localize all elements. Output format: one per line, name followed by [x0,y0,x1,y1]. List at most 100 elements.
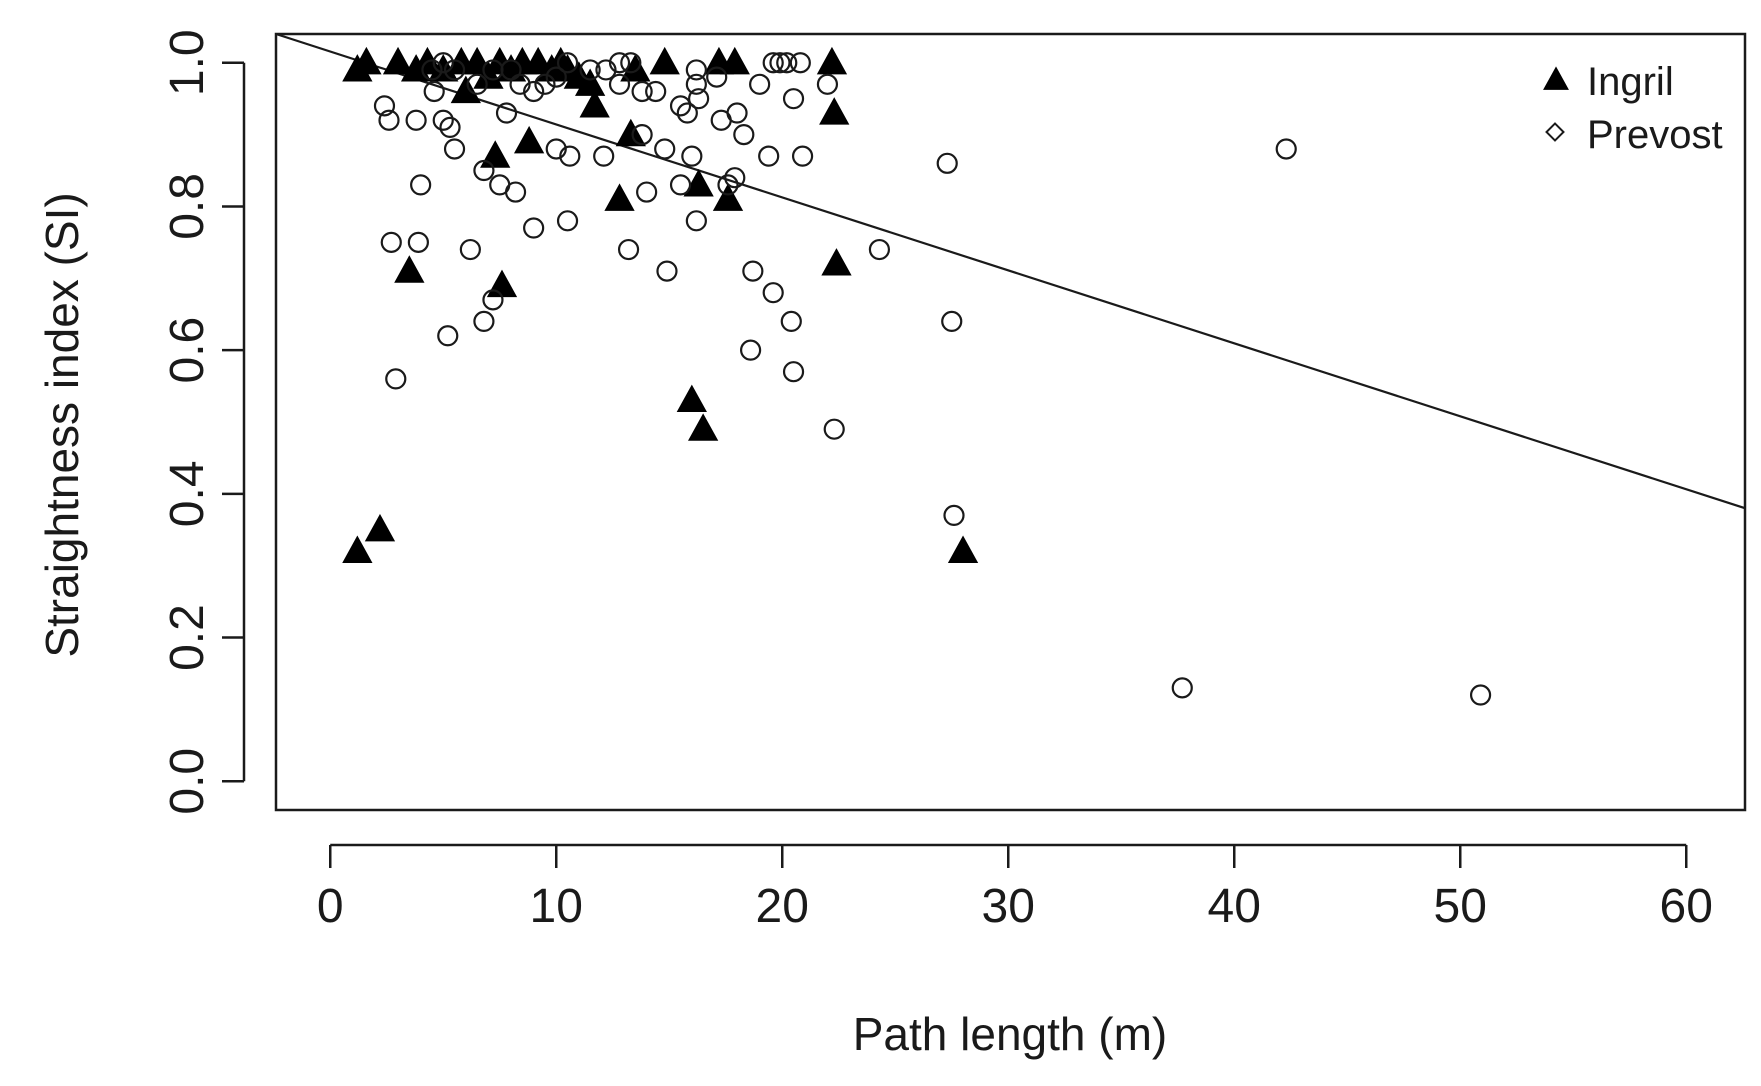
point-prevost [523,217,545,239]
point-prevost [432,109,454,131]
x-tick-label: 30 [982,880,1035,933]
x-tick-label: 0 [317,880,344,933]
point-prevost [776,52,798,74]
point-prevost [733,123,755,146]
point-ingril [364,513,396,542]
point-prevost [437,325,459,347]
point-prevost [385,368,407,390]
point-prevost [559,145,581,167]
point-prevost [482,289,504,311]
point-ingril [687,413,719,441]
point-ingril [719,46,750,75]
point-ingril [450,75,481,104]
point-prevost [443,138,466,160]
point-prevost [943,504,965,527]
point-ingril [615,118,646,147]
point-prevost [473,310,495,333]
point-ingril [683,169,714,197]
point-prevost [495,102,518,124]
point-prevost [791,145,814,167]
point-prevost [1275,138,1297,160]
point-prevost [620,52,642,74]
point-prevost [724,167,746,189]
point-prevost [608,52,631,74]
point-prevost [762,282,784,304]
point-prevost [443,59,466,81]
regression-line [275,32,1746,510]
point-prevost [645,80,667,103]
point-prevost [941,310,963,333]
point-prevost [868,238,891,261]
point-prevost [789,52,811,74]
point-prevost [782,361,805,383]
point-prevost [769,52,791,74]
point-ingril [351,46,382,75]
point-prevost [410,174,432,196]
point-prevost [681,145,703,167]
point-ingril [574,68,606,96]
point-ingril [480,140,511,168]
point-prevost [473,159,495,182]
point-prevost [636,181,658,203]
x-tick-label: 60 [1660,880,1713,933]
point-prevost [432,52,454,74]
point-prevost [545,138,567,160]
point-prevost [421,59,443,81]
point-prevost [373,95,396,117]
point-prevost [676,102,698,124]
legend-marker-prevost [1545,122,1565,142]
point-ingril [394,255,425,283]
y-tick-label: 0.8 [161,173,214,240]
point-ingril [649,46,680,75]
point-prevost [593,145,615,167]
y-tick-label: 0.4 [161,460,214,527]
point-prevost [739,339,762,361]
point-ingril [513,125,545,154]
point-prevost [504,181,527,203]
point-prevost [579,59,601,81]
point-prevost [685,59,707,81]
legend-label-prevost: Prevost [1587,113,1723,157]
point-prevost [608,73,631,95]
point-prevost [654,138,676,160]
data-points [342,46,1492,706]
point-prevost [631,123,653,146]
y-tick-label: 0.6 [161,317,214,384]
x-tick-label: 50 [1434,880,1487,933]
point-prevost [556,52,579,74]
point-prevost [688,88,710,110]
point-prevost [717,174,739,196]
point-prevost [669,95,692,117]
point-prevost [669,174,692,196]
point-ingril [604,183,635,211]
point-prevost [405,109,427,131]
point-ingril [579,89,610,118]
point-prevost [545,66,567,88]
point-ingril [676,384,707,413]
point-ingril [947,535,979,563]
plot-frame [274,32,1747,812]
point-prevost [762,52,784,74]
point-prevost [523,80,545,103]
point-prevost [685,210,707,232]
point-prevost [407,231,429,253]
x-axis-label: Path length (m) [853,1008,1167,1060]
series-prevost [373,52,1492,706]
x-tick-label: 10 [530,880,583,933]
point-prevost [534,73,556,95]
point-prevost [780,310,802,333]
point-prevost [631,80,653,103]
point-prevost [439,116,461,139]
axes: 0 10 20 30 40 50 60 0.0 0.2 0.4 0.6 0.8 1.0 [161,29,1747,933]
point-prevost [816,73,839,95]
legend-label-ingril: Ingril [1587,60,1674,104]
point-prevost [556,210,579,232]
point-prevost [936,152,958,174]
point-prevost [595,59,617,81]
y-tick-label: 1.0 [161,29,214,96]
point-ingril [816,46,848,75]
point-prevost [782,88,805,110]
trend-line-group [275,32,1746,510]
